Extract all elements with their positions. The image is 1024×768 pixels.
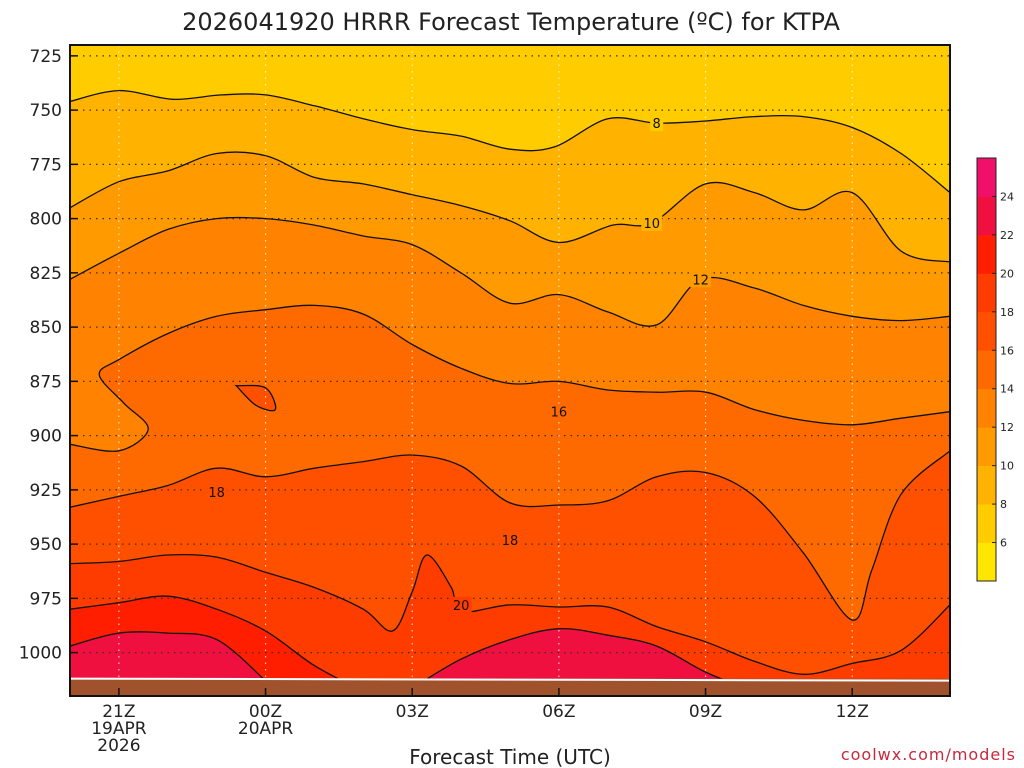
y-axis: 725 750 775 800 825 850 875 900 925 950 975 1000 xyxy=(19,47,78,664)
contour-line-8 xyxy=(70,89,950,194)
x-tick-label: 21Z xyxy=(102,702,135,722)
colorbar-frame xyxy=(976,157,997,582)
contour-line-22 xyxy=(70,631,267,682)
colorbar: 6 8 10 12 14 16 18 20 22 24 xyxy=(976,157,1014,582)
ground xyxy=(70,677,950,696)
contour-labels: 810121618182020 xyxy=(206,115,712,614)
colorbar-label: 16 xyxy=(1000,344,1014,357)
temperature-fills xyxy=(70,45,950,696)
plot-frame xyxy=(69,44,951,697)
ground-surface-edge xyxy=(70,677,950,682)
x-tick-label: 06Z xyxy=(542,702,575,722)
colorbar-segment xyxy=(977,273,996,313)
colorbar-segment xyxy=(977,311,996,351)
y-tick-label: 750 xyxy=(30,101,62,121)
colorbar-segment xyxy=(977,158,996,197)
y-tick-label: 850 xyxy=(30,318,62,338)
x-tick-label: 19APR xyxy=(91,719,147,739)
y-tick-label: 875 xyxy=(30,372,62,392)
contour-line-14 xyxy=(70,304,950,452)
y-tick-label: 1000 xyxy=(19,644,62,664)
colorbar-segment xyxy=(977,196,996,236)
x-tick-label: 20APR xyxy=(238,719,294,739)
y-tick-label: 800 xyxy=(30,210,62,230)
contour-lines xyxy=(70,89,950,693)
contour-label-bg xyxy=(650,115,664,132)
contour-label-bg xyxy=(690,271,712,288)
colorbar-label: 18 xyxy=(1000,306,1014,319)
colorbar-label: 12 xyxy=(1000,421,1014,434)
contour-label-bg xyxy=(450,596,472,613)
colorbar-segment xyxy=(977,465,996,505)
contour-label-bg xyxy=(548,403,570,420)
colorbar-label: 20 xyxy=(1000,267,1014,280)
contour-label: 8 xyxy=(653,117,661,132)
y-tick-label: 825 xyxy=(30,264,62,284)
contour-line-16 xyxy=(234,384,277,412)
colorbar-segment xyxy=(977,504,996,543)
colorbar-segment xyxy=(977,427,996,467)
colorbar-segment xyxy=(977,234,996,274)
colorbar-segment xyxy=(977,542,996,582)
contour-label-bg xyxy=(499,531,521,548)
x-axis-label: Forecast Time (UTC) xyxy=(409,745,611,768)
y-tick-label: 925 xyxy=(30,481,62,501)
colorbar-segment xyxy=(977,388,996,428)
plot-area: 810121618182020 xyxy=(70,45,950,696)
x-tick-label: 03Z xyxy=(396,702,429,722)
contour-label: 16 xyxy=(551,406,568,421)
contour-label-bg xyxy=(206,484,228,501)
y-tick-label: 975 xyxy=(30,589,62,609)
y-tick-label: 775 xyxy=(30,155,62,175)
colorbar-label: 24 xyxy=(1000,190,1014,203)
contour-label: 18 xyxy=(208,486,225,501)
contour-line-22 xyxy=(416,628,755,693)
colorbar-segment xyxy=(977,350,996,390)
temperature-band-fill xyxy=(236,385,276,411)
contour-line-10 xyxy=(70,151,950,263)
y-tick-label: 950 xyxy=(30,535,62,555)
colorbar-label: 10 xyxy=(1000,460,1014,473)
colorbar-label: 22 xyxy=(1000,229,1014,242)
ground-surface xyxy=(70,678,950,696)
contour-line-16 xyxy=(70,450,950,621)
credit-text: coolwx.com/models xyxy=(841,745,1016,764)
x-tick-label: 09Z xyxy=(689,702,722,722)
contour-label-bg xyxy=(641,214,663,231)
contour-label: 20 xyxy=(453,599,470,614)
contour-label: 12 xyxy=(692,273,709,288)
colorbar-label: 6 xyxy=(1000,537,1007,550)
grid-lines xyxy=(70,45,950,696)
contour-line-12 xyxy=(70,216,950,327)
x-tick-label: 00Z xyxy=(249,702,282,722)
contour-label: 10 xyxy=(644,217,661,232)
y-tick-label: 900 xyxy=(30,427,62,447)
x-tick-label: 12Z xyxy=(836,702,869,722)
y-tick-label: 725 xyxy=(30,47,62,67)
x-tick-label: 2026 xyxy=(97,736,140,756)
colorbar-label: 14 xyxy=(1000,383,1014,396)
contour-label: 18 xyxy=(502,534,519,549)
chart-title: 2026041920 HRRR Forecast Temperature (ºC… xyxy=(182,8,840,36)
colorbar-label: 8 xyxy=(1000,498,1007,511)
contour-line-20 xyxy=(70,595,364,693)
